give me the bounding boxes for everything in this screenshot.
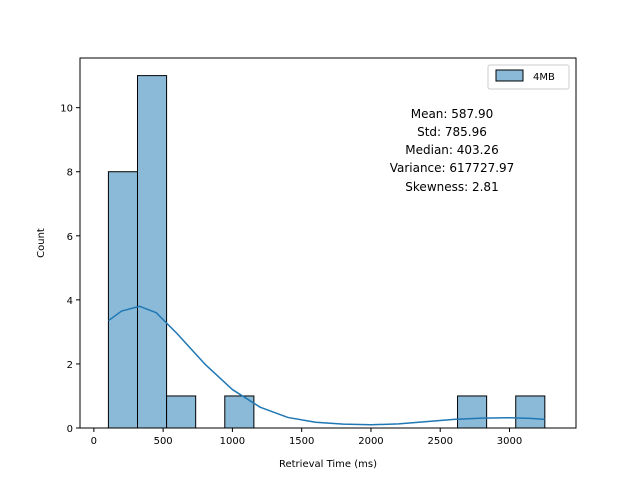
axes-group (79, 57, 577, 429)
x-tick-label-0: 0 (91, 436, 97, 447)
x-tick-label-500: 500 (154, 436, 173, 447)
histogram-bar-0 (107, 171, 138, 429)
legend: 4MB (487, 64, 570, 90)
x-tick-label-2000: 2000 (358, 436, 383, 447)
stat-variance: Variance: 617727.97 (390, 161, 515, 175)
histogram-bar-14 (515, 395, 546, 429)
y-tick-label-8: 8 (67, 168, 73, 179)
stat-std: Std: 785.96 (417, 125, 487, 139)
stats-annotation: Mean: 587.90 Std: 785.96 Median: 403.26 … (390, 107, 515, 194)
stat-mean: Mean: 587.90 (411, 107, 494, 121)
x-tick-label-3000: 3000 (497, 436, 522, 447)
plot-frame (79, 57, 577, 429)
y-tick-label-0: 0 (67, 424, 73, 435)
x-ticks-group: 0 500 1000 1500 2000 2500 3000 (91, 428, 522, 447)
bars-group (107, 75, 546, 429)
x-tick-label-2500: 2500 (427, 436, 452, 447)
stat-median: Median: 403.26 (405, 143, 499, 157)
kde-group (107, 305, 545, 426)
y-ticks-group: 0 2 4 6 8 10 (60, 104, 80, 435)
stat-skewness: Skewness: 2.81 (405, 180, 498, 194)
y-axis-label: Count (36, 228, 47, 258)
y-tick-label-6: 6 (67, 232, 73, 243)
y-tick-label-2: 2 (67, 360, 73, 371)
histogram-bar-1 (136, 75, 168, 429)
legend-swatch (495, 69, 524, 82)
x-tick-label-1000: 1000 (220, 436, 245, 447)
x-axis-label: Retrieval Time (ms) (279, 459, 377, 470)
histogram-bar-12 (457, 395, 488, 429)
histogram-bar-2 (166, 395, 197, 429)
y-tick-label-4: 4 (67, 296, 73, 307)
y-tick-label-10: 10 (60, 104, 73, 115)
legend-label: 4MB (533, 72, 555, 83)
kde-curve (107, 305, 545, 426)
x-tick-label-1500: 1500 (289, 436, 314, 447)
